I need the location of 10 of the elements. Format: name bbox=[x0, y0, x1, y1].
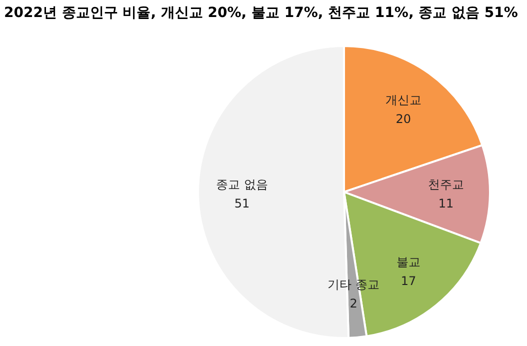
data-label: 17 bbox=[400, 274, 416, 288]
chart-title: 2022년 종교인구 비율, 개신교 20%, 불교 17%, 천주교 11%, 종교 없음 51% bbox=[4, 5, 518, 21]
data-label: 2 bbox=[350, 296, 358, 311]
slice-label: 천주교 bbox=[428, 178, 464, 192]
slice-label: 종교 없음 bbox=[216, 178, 268, 192]
data-label: 20 bbox=[396, 112, 412, 126]
slice-label: 불교 bbox=[396, 255, 420, 270]
data-label: 51 bbox=[234, 196, 250, 211]
data-label: 11 bbox=[438, 196, 454, 211]
slice-label: 개신교 bbox=[385, 93, 422, 108]
